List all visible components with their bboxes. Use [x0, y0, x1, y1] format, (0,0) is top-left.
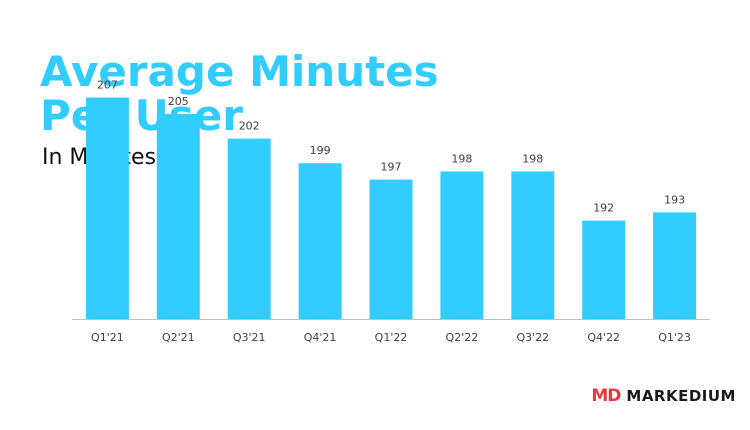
bar-Q2'22 — [440, 171, 484, 319]
bar-Q3'22 — [511, 171, 555, 319]
bar-Q4'21 — [298, 163, 342, 319]
x-tick-label-Q2'22: Q2'22 — [446, 331, 479, 344]
bar-Q1'23 — [653, 212, 697, 319]
x-tick-label-Q4'21: Q4'21 — [304, 331, 337, 344]
x-tick-label-Q3'22: Q3'22 — [516, 331, 549, 344]
brand-logo: MD MARKEDIUM — [591, 386, 736, 406]
chart-title: Average Minutes Per User — [40, 50, 439, 138]
x-tick-label-Q4'22: Q4'22 — [587, 331, 620, 344]
bar-Q3'21 — [227, 138, 271, 319]
data-label-Q2'22: 198 — [451, 152, 472, 165]
bar-Q1'22 — [369, 179, 413, 319]
x-tick-label-Q1'22: Q1'22 — [375, 331, 408, 344]
data-label-Q1'22: 197 — [381, 161, 402, 174]
brand-name: MARKEDIUM — [626, 387, 736, 405]
x-tick-label-Q1'21: Q1'21 — [91, 331, 124, 344]
bar-Q1'21 — [85, 97, 129, 319]
chart-title-line-1: Average Minutes — [40, 47, 439, 96]
chart-title-line-2: Per User — [40, 91, 243, 140]
x-tick-label-Q1'23: Q1'23 — [658, 331, 691, 344]
data-label-Q3'22: 198 — [522, 152, 543, 165]
data-label-Q3'21: 202 — [239, 120, 260, 133]
brand-mark: MD — [591, 386, 621, 406]
bar-Q4'22 — [582, 220, 626, 319]
data-label-Q1'21: 207 — [97, 79, 118, 92]
data-label-Q1'23: 193 — [664, 193, 685, 206]
data-label-Q2'21: 205 — [168, 95, 189, 108]
data-label-Q4'21: 199 — [310, 144, 331, 157]
bar-Q2'21 — [156, 114, 200, 319]
x-tick-label-Q2'21: Q2'21 — [162, 331, 195, 344]
x-tick-label-Q3'21: Q3'21 — [233, 331, 266, 344]
data-label-Q4'22: 192 — [593, 202, 614, 215]
